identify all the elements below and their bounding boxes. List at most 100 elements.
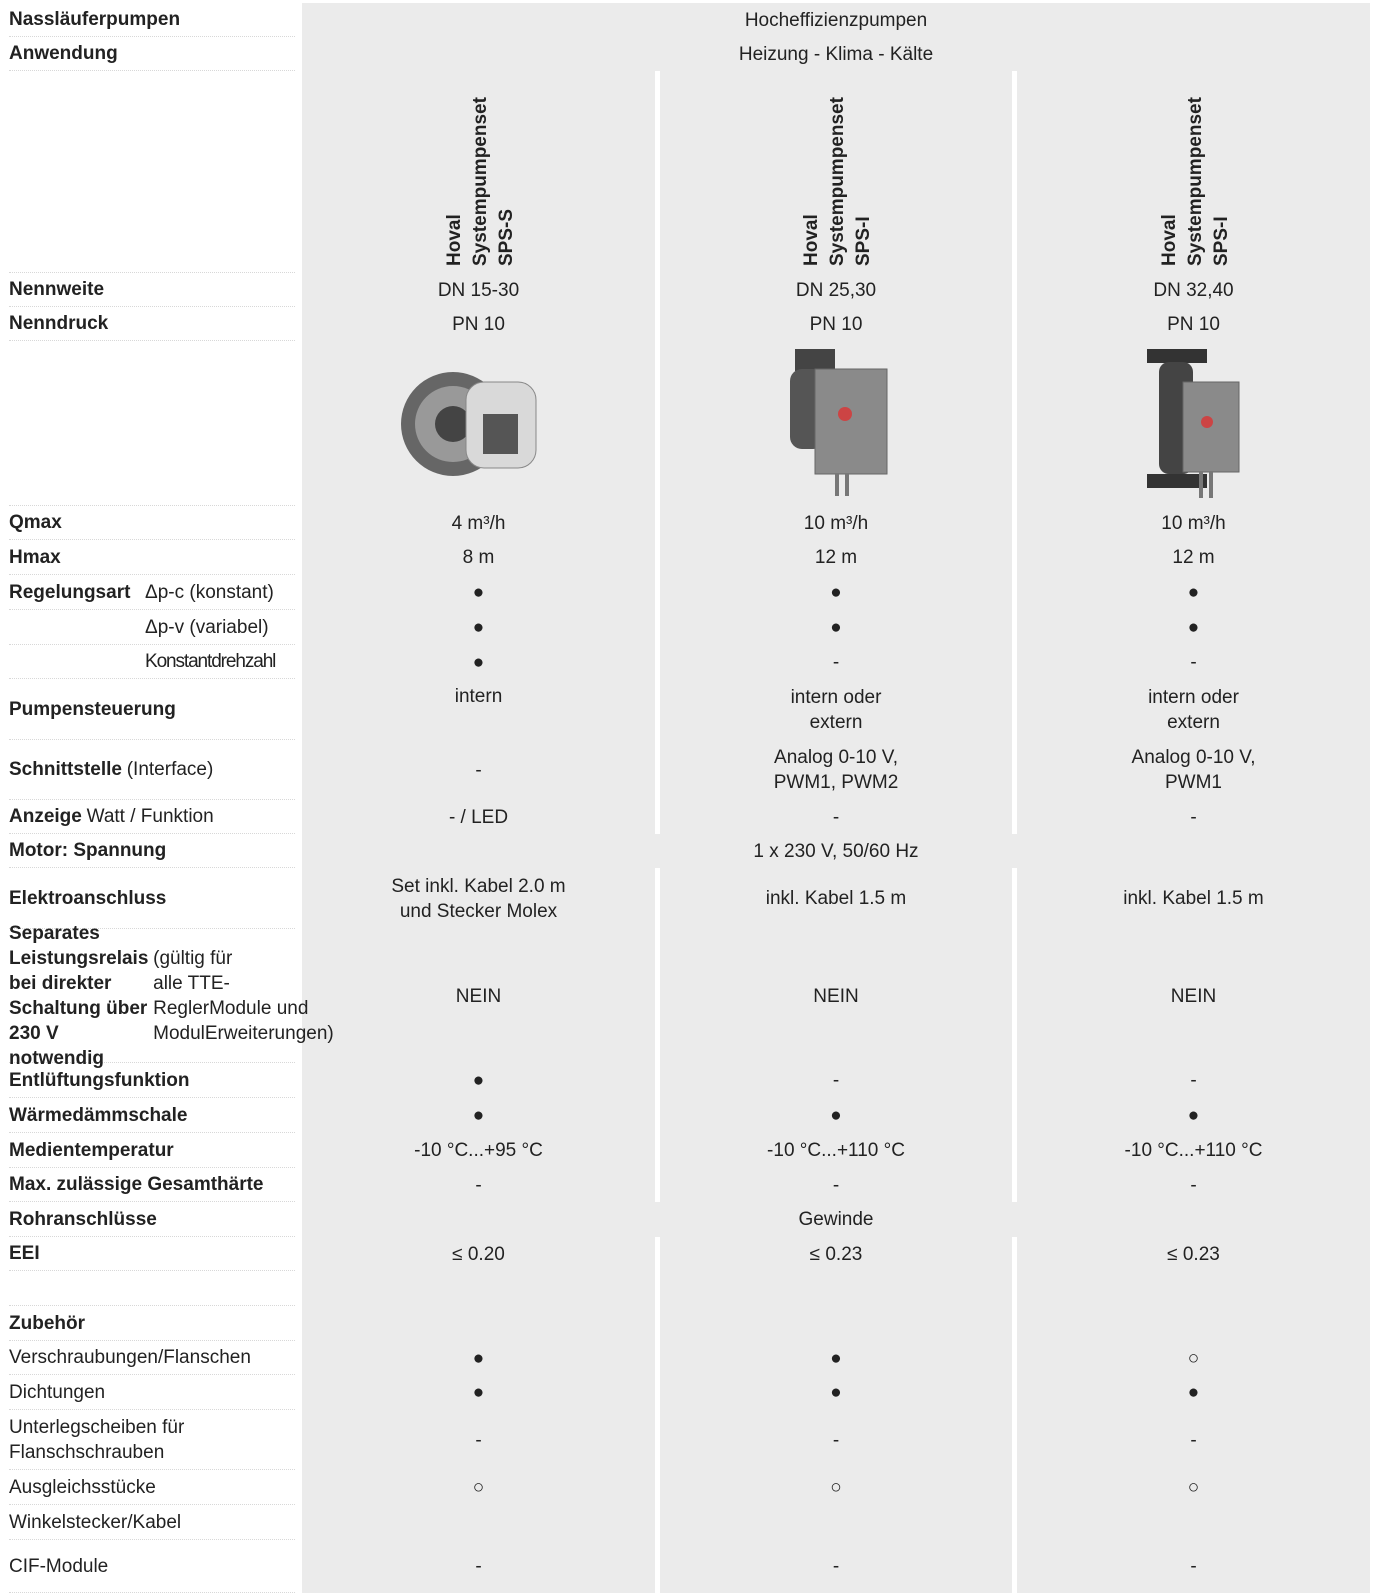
row-label: Pumpensteuerung <box>9 679 295 740</box>
row-label: Zubehör <box>9 1306 295 1341</box>
cell: ● <box>830 1347 842 1369</box>
product-name: Systempumpenset <box>1184 97 1206 266</box>
cell: ● <box>830 1382 842 1403</box>
cell: - <box>1190 1556 1197 1577</box>
label-text: CIF-Module <box>9 1555 109 1577</box>
span-bg <box>302 3 1370 37</box>
product-model: SPS-S <box>495 208 517 266</box>
cell: intern <box>454 686 503 707</box>
cell: DN 25,30 <box>795 279 877 301</box>
product-brand: Hoval <box>1158 214 1180 266</box>
label-bold: Entlüftungsfunktion <box>9 1069 190 1091</box>
cell: - <box>475 1174 482 1196</box>
cell: - <box>475 1556 482 1577</box>
label-bold: Anwendung <box>9 43 118 64</box>
label-bold: Motor: Spannung <box>9 840 167 861</box>
cell: Analog 0-10 V, PWM1, PWM2 <box>773 747 899 793</box>
cell: ● <box>830 1105 842 1126</box>
row-label: Anwendung <box>9 37 295 71</box>
label-bold: Regelungsart <box>9 581 131 603</box>
label-sub: Δp-c (konstant) <box>145 581 274 603</box>
product-header: Hoval Systempumpenset SPS-I <box>799 86 877 266</box>
label-text: Verschraubungen/Flanschen <box>9 1347 251 1368</box>
cell: - <box>475 1429 482 1451</box>
product-brand: Hoval <box>443 214 465 266</box>
cell: ● <box>472 582 485 603</box>
cell: PN 10 <box>1167 313 1220 335</box>
row-label: Wärmedämmschale <box>9 1098 295 1133</box>
span-bg <box>302 834 1370 868</box>
row-divider <box>9 1271 295 1306</box>
cell: - <box>1190 1070 1197 1091</box>
row-label: Max. zulässige Gesamthärte <box>9 1168 295 1202</box>
cell: ● <box>1187 1382 1200 1403</box>
cell: ● <box>472 1347 485 1369</box>
cell: 10 m³/h <box>803 512 869 534</box>
cell: ≤ 0.23 <box>809 1243 863 1265</box>
cell: NEIN <box>813 985 859 1007</box>
cell: -10 °C...+110 °C <box>1124 1140 1263 1161</box>
cell: ● <box>830 617 842 638</box>
label-bold: Zubehör <box>9 1312 85 1334</box>
row-label: Winkelstecker/Kabel <box>9 1505 295 1540</box>
cell: 12 m <box>1172 547 1215 568</box>
label-text: Winkelstecker/Kabel <box>9 1511 182 1533</box>
row-label: Anzeige Watt / Funktion <box>9 800 295 834</box>
cell: - <box>832 1429 840 1451</box>
cell: PN 10 <box>452 313 505 335</box>
cell: inkl. Kabel 1.5 m <box>765 888 907 909</box>
cell: ● <box>472 617 485 638</box>
cell: 8 m <box>462 547 495 568</box>
cell: ○ <box>1187 1477 1200 1498</box>
cell: - <box>1190 1174 1197 1196</box>
label-bold: Nassläuferpumpen <box>9 9 181 30</box>
cell: ● <box>472 1105 485 1126</box>
cell: - <box>1190 806 1197 828</box>
cell: - <box>832 1070 840 1091</box>
cell: - <box>1190 651 1197 673</box>
row-label: Δp-v (variabel) <box>9 610 295 645</box>
row-label: Qmax <box>9 506 295 540</box>
product-name: Systempumpenset <box>469 97 491 266</box>
label-bold: Medientemperatur <box>9 1139 174 1161</box>
cell: - <box>832 1174 840 1196</box>
cell: DN 32,40 <box>1153 279 1234 301</box>
product-brand: Hoval <box>801 214 822 266</box>
label-bold: Nennweite <box>9 279 105 300</box>
label-text: Watt / Funktion <box>86 806 214 827</box>
label-text: Unterlegscheiben für Flanschschrauben <box>9 1416 185 1463</box>
label-sub: Δp-v (variabel) <box>145 616 269 638</box>
cell: - <box>832 806 840 828</box>
cell: ● <box>830 582 842 603</box>
row-label: Unterlegscheiben für Flanschschrauben <box>9 1410 295 1470</box>
cell: - <box>832 1556 840 1577</box>
cell: 10 m³/h <box>1161 512 1226 534</box>
row-label: Nenndruck <box>9 307 295 341</box>
label-text: Ausgleichsstücke <box>9 1476 156 1498</box>
row-label: Ausgleichsstücke <box>9 1470 295 1505</box>
cell: ≤ 0.23 <box>1167 1243 1220 1265</box>
cell: ≤ 0.20 <box>452 1243 505 1265</box>
row-label: Dichtungen <box>9 1375 295 1410</box>
product-name: Systempumpenset <box>827 97 848 266</box>
label-bold: Anzeige <box>9 806 82 827</box>
label-text: (Interface) <box>126 759 214 780</box>
label-bold: Pumpensteuerung <box>9 698 176 720</box>
label-bold: Qmax <box>9 512 62 533</box>
row-label: Rohranschlüsse <box>9 1202 295 1237</box>
cell: intern oder extern <box>1148 686 1239 733</box>
cell: DN 15-30 <box>437 279 520 301</box>
row-label: Entlüftungsfunktion <box>9 1063 295 1098</box>
cell: ○ <box>472 1477 485 1498</box>
cell: ● <box>472 1382 485 1403</box>
span-cell: Heizung - Klima - Kälte <box>738 43 934 65</box>
label-bold: Nenndruck <box>9 313 109 334</box>
label-bold: Separates Leistungsrelais bei direkter S… <box>9 922 149 1069</box>
span-cell: Hocheffizienzpumpen <box>744 9 928 31</box>
cell: - / LED <box>448 806 509 828</box>
row-label: Medientemperatur <box>9 1133 295 1168</box>
label-text: Dichtungen <box>9 1381 106 1403</box>
cell: PN 10 <box>809 313 863 335</box>
cell: intern oder extern <box>790 686 882 733</box>
